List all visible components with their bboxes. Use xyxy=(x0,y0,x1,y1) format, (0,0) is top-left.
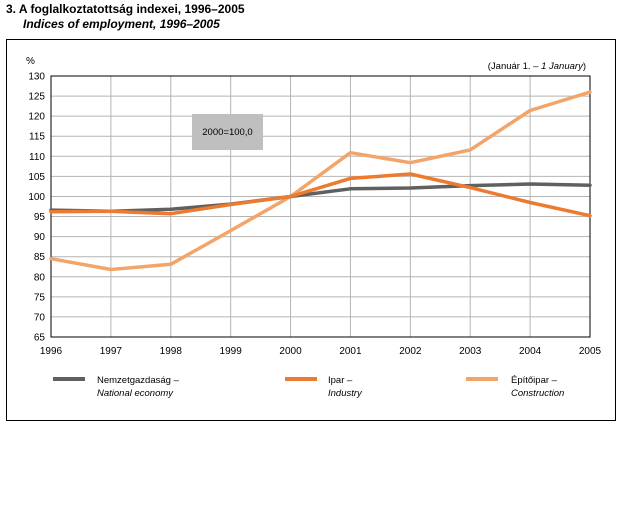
x-tick-label: 1999 xyxy=(220,346,243,357)
chart-frame xyxy=(6,39,616,421)
y-tick-label: 95 xyxy=(34,212,46,223)
y-tick-labels: 65 70 75 80 85 90 95 100 105 110 115 120 125 130 xyxy=(28,72,45,344)
x-tick-labels: 1996 1997 1998 1999 2000 2001 2002 2003 2004 2005 xyxy=(40,346,602,357)
series-lines xyxy=(49,90,592,272)
legend-item-industry: Ipar – Industry xyxy=(285,375,363,399)
chart-subtitle: Indices of employment, 1996–2005 xyxy=(23,17,220,31)
y-tick-label: 75 xyxy=(34,292,46,303)
series-line-construction xyxy=(49,90,592,272)
base-label: 2000=100,0 xyxy=(202,127,252,138)
x-tick-label: 2004 xyxy=(519,346,542,357)
chart-title: 3. A foglalkoztatottság indexei, 1996–20… xyxy=(6,2,245,16)
y-tick-label: 90 xyxy=(34,232,46,243)
legend: Nemzetgazdaság – National economy Ipar –… xyxy=(53,375,564,399)
date-note-end: ) xyxy=(583,61,586,72)
y-tick-label: 130 xyxy=(28,72,45,83)
date-note-hu: (Január 1. – xyxy=(488,61,541,72)
legend-label-industry-hu: Ipar – xyxy=(328,375,353,386)
legend-item-national: Nemzetgazdaság – National economy xyxy=(53,375,180,399)
x-tick-label: 1997 xyxy=(100,346,123,357)
x-tick-label: 2003 xyxy=(459,346,482,357)
y-tick-label: 70 xyxy=(34,312,46,323)
grid xyxy=(50,75,591,338)
y-tick-label: 125 xyxy=(28,92,45,103)
date-note: (Január 1. – 1 January) xyxy=(488,61,586,72)
plot-area xyxy=(50,75,591,338)
y-tick-label: 115 xyxy=(29,132,45,143)
x-tick-label: 1996 xyxy=(40,346,63,357)
legend-label-national-hu: Nemzetgazdaság – xyxy=(97,375,180,386)
legend-label-construction-en: Construction xyxy=(511,388,564,399)
y-tick-label: 100 xyxy=(28,192,45,203)
y-tick-label: 80 xyxy=(34,272,46,283)
date-note-en: 1 January xyxy=(541,61,584,72)
legend-label-industry-en: Industry xyxy=(328,388,363,399)
x-tick-label: 2002 xyxy=(399,346,422,357)
y-tick-label: 110 xyxy=(29,152,45,163)
series-line-industry xyxy=(49,172,592,218)
y-tick-label: 85 xyxy=(34,252,46,263)
base-label-box xyxy=(192,114,263,150)
x-tick-label: 2005 xyxy=(579,346,602,357)
legend-label-construction-hu: Építőipar – xyxy=(511,375,558,386)
x-tick-label: 2000 xyxy=(279,346,302,357)
x-tick-label: 2001 xyxy=(339,346,362,357)
legend-item-construction: Építőipar – Construction xyxy=(466,375,564,399)
y-tick-label: 65 xyxy=(34,333,46,344)
y-tick-label: 105 xyxy=(28,172,45,183)
x-tick-label: 1998 xyxy=(160,346,183,357)
y-tick-label: 120 xyxy=(28,112,45,123)
series-line-national xyxy=(49,182,592,214)
y-axis-label: % xyxy=(26,56,35,67)
legend-label-national-en: National economy xyxy=(97,388,174,399)
